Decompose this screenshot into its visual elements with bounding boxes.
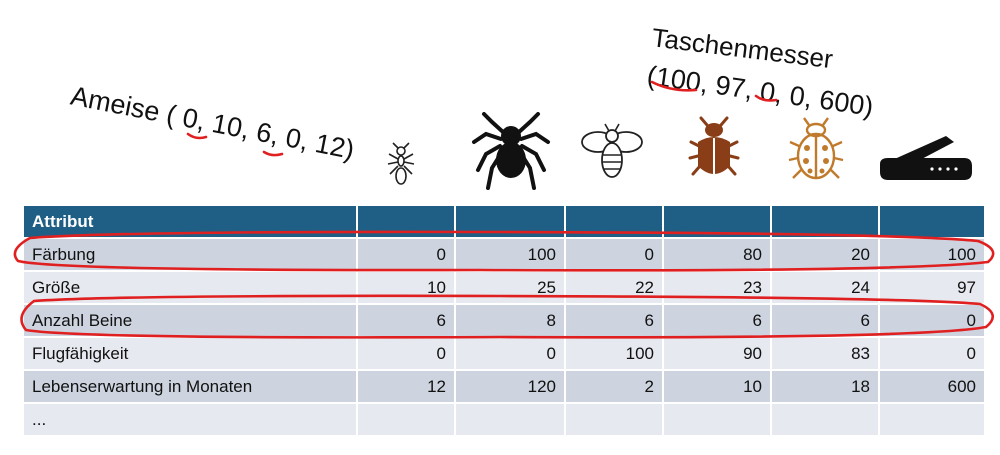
attribute-name-cell: Flugfähigkeit xyxy=(22,337,358,371)
value-cell: 0 xyxy=(356,238,456,272)
value-cell: 0 xyxy=(564,238,664,272)
value-cell: 23 xyxy=(662,271,772,305)
value-cell: 120 xyxy=(454,370,566,404)
value-cell: 90 xyxy=(662,337,772,371)
ameise-vector-label: Ameise ( 0, 10, 6, 0, 12) xyxy=(68,80,357,165)
value-cell xyxy=(662,403,772,437)
value-cell: 6 xyxy=(662,304,772,338)
value-cell: 80 xyxy=(662,238,772,272)
taschenmesser-vector-label: (100, 97, 0, 0, 600) xyxy=(645,60,876,122)
value-cell: 25 xyxy=(454,271,566,305)
value-cell: 0 xyxy=(878,337,986,371)
header-cell xyxy=(662,206,772,239)
value-cell xyxy=(454,403,566,437)
value-cell: 83 xyxy=(770,337,880,371)
value-cell xyxy=(356,403,456,437)
table-row: Lebenserwartung in Monaten 12 120 2 10 1… xyxy=(22,370,986,404)
value-cell: 600 xyxy=(878,370,986,404)
value-cell: 6 xyxy=(356,304,456,338)
spider-icon xyxy=(472,112,550,190)
value-cell: 20 xyxy=(770,238,880,272)
attribute-name-cell: Größe xyxy=(22,271,358,305)
value-cell: 6 xyxy=(770,304,880,338)
table-row: ... xyxy=(22,403,986,437)
value-cell: 10 xyxy=(662,370,772,404)
bee-icon xyxy=(581,123,643,178)
header-cell xyxy=(878,206,986,239)
value-cell: 6 xyxy=(564,304,664,338)
value-cell xyxy=(564,403,664,437)
value-cell xyxy=(878,403,986,437)
header-cell xyxy=(564,206,664,239)
value-cell: 2 xyxy=(564,370,664,404)
ladybug-icon xyxy=(788,117,844,180)
header-cell xyxy=(770,206,880,239)
pocket-knife-icon xyxy=(880,136,972,180)
value-cell: 100 xyxy=(878,238,986,272)
table-row: Größe 10 25 22 23 24 97 xyxy=(22,271,986,305)
beetle-icon xyxy=(688,116,740,176)
value-cell: 18 xyxy=(770,370,880,404)
table-row: Färbung 0 100 0 80 20 100 xyxy=(22,238,986,272)
attribute-name-cell: Färbung xyxy=(22,238,358,272)
attribute-name-cell: Lebenserwartung in Monaten xyxy=(22,370,358,404)
value-cell: 0 xyxy=(454,337,566,371)
header-cell: Attribut xyxy=(22,206,358,239)
value-cell: 0 xyxy=(356,337,456,371)
attribute-table: Attribut Färbung 0 100 0 80 20 100 Größe… xyxy=(22,206,986,437)
table-header-row: Attribut xyxy=(22,206,986,239)
attribute-name-cell: ... xyxy=(22,403,358,437)
header-cell xyxy=(454,206,566,239)
value-cell: 24 xyxy=(770,271,880,305)
value-cell: 8 xyxy=(454,304,566,338)
value-cell: 10 xyxy=(356,271,456,305)
attribute-name-cell: Anzahl Beine xyxy=(22,304,358,338)
table-row: Flugfähigkeit 0 0 100 90 83 0 xyxy=(22,337,986,371)
value-cell: 12 xyxy=(356,370,456,404)
underline-ameise-6 xyxy=(262,150,284,157)
header-cell xyxy=(356,206,456,239)
table-row: Anzahl Beine 6 8 6 6 6 0 xyxy=(22,304,986,338)
value-cell: 22 xyxy=(564,271,664,305)
value-cell xyxy=(770,403,880,437)
value-cell: 100 xyxy=(564,337,664,371)
value-cell: 100 xyxy=(454,238,566,272)
ant-icon xyxy=(387,142,415,185)
value-cell: 0 xyxy=(878,304,986,338)
value-cell: 97 xyxy=(878,271,986,305)
